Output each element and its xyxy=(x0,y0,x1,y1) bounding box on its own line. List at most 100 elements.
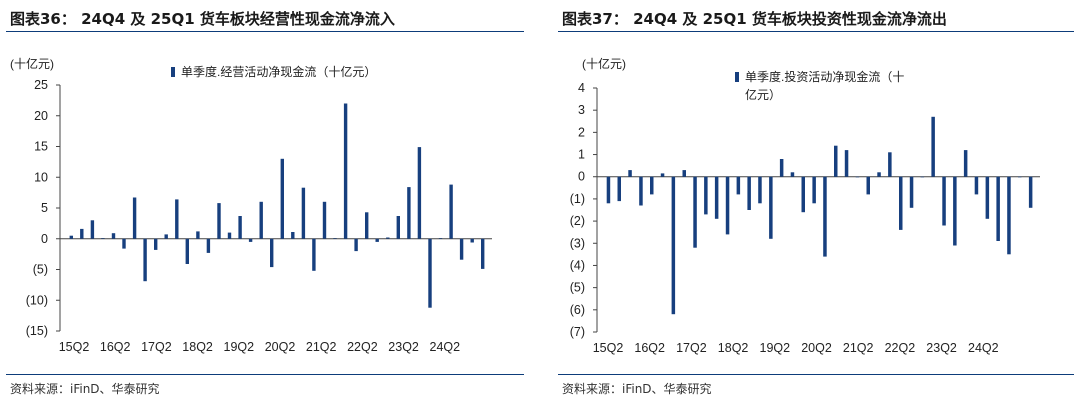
y-tick-label: 15 xyxy=(34,140,48,154)
x-tick-label: 19Q2 xyxy=(224,340,255,354)
bar xyxy=(227,232,232,239)
x-tick-label: 15Q2 xyxy=(593,341,624,355)
bar xyxy=(407,187,411,239)
y-tick-label: (15) xyxy=(26,324,48,338)
bar xyxy=(164,234,168,239)
bar xyxy=(996,176,1000,241)
bar xyxy=(650,176,654,195)
bar xyxy=(628,170,632,177)
bar xyxy=(714,176,719,219)
legend-label: 单季度.经营活动净现金流（十亿元） xyxy=(181,64,376,79)
axis-unit-label: (十亿元) xyxy=(10,56,54,71)
bar xyxy=(132,197,137,239)
bar xyxy=(154,238,158,250)
bar xyxy=(69,235,73,239)
bar xyxy=(639,176,643,206)
source-divider xyxy=(558,374,1074,375)
bar xyxy=(438,238,443,239)
bar xyxy=(270,238,274,268)
bar xyxy=(790,172,795,177)
investing-cashflow-chart: (十亿元) 单季度.投资活动净现金流（十亿元） 4 3 2 1 0 (1) (2) (3) (4) (… xyxy=(570,56,1040,355)
bar xyxy=(481,238,485,269)
y-tick-label: 0 xyxy=(41,232,48,246)
bar xyxy=(322,201,327,239)
bar xyxy=(1028,176,1033,208)
bar xyxy=(111,233,116,239)
bar xyxy=(343,103,348,239)
bar xyxy=(259,201,263,239)
bar xyxy=(736,176,741,195)
bar xyxy=(899,176,903,230)
bar xyxy=(280,158,284,239)
title-divider xyxy=(558,31,1074,32)
bar xyxy=(617,176,621,202)
legend-swatch xyxy=(735,72,739,82)
legend-swatch xyxy=(171,67,175,77)
legend-label: 亿元） xyxy=(745,87,781,102)
bar xyxy=(671,176,676,315)
y-tick-label: 2 xyxy=(578,125,585,139)
bar xyxy=(396,216,400,239)
bar xyxy=(758,176,762,204)
x-tick-label: 18Q2 xyxy=(718,341,749,355)
bar xyxy=(375,238,379,242)
bar xyxy=(974,176,979,195)
bar xyxy=(877,172,881,177)
bar xyxy=(185,238,189,264)
bar xyxy=(301,187,306,239)
bar xyxy=(953,176,957,246)
bar xyxy=(888,152,892,177)
bar xyxy=(1007,176,1011,255)
x-tick-label: 16Q2 xyxy=(100,340,131,354)
bar xyxy=(747,176,751,210)
bar xyxy=(175,199,179,239)
bar xyxy=(985,176,990,219)
y-tick-label: 4 xyxy=(578,81,585,95)
y-tick-label: 25 xyxy=(34,78,48,92)
x-tick-label: 20Q2 xyxy=(265,340,296,354)
x-tick-label: 23Q2 xyxy=(926,341,957,355)
bar xyxy=(365,212,369,239)
x-tick-label: 22Q2 xyxy=(347,340,378,354)
y-tick-label: 3 xyxy=(578,103,585,117)
bar xyxy=(660,173,665,177)
bar xyxy=(90,220,95,239)
bar xyxy=(238,216,242,239)
bar xyxy=(963,150,968,177)
y-tick-label: 5 xyxy=(41,201,48,215)
bar xyxy=(942,176,946,226)
bar xyxy=(196,231,200,239)
y-tick-label: 10 xyxy=(34,170,48,184)
bar xyxy=(779,159,784,177)
bar xyxy=(470,238,474,243)
bar xyxy=(693,176,697,248)
bar xyxy=(834,145,838,177)
legend-label: 单季度.投资活动净现金流（十 xyxy=(745,69,904,84)
figure-right: 图表37： 24Q4 及 25Q1 货车板块投资性现金流净流出 (十亿元) 单季度… xyxy=(552,0,1080,404)
source-divider xyxy=(6,374,524,375)
bar xyxy=(122,238,126,249)
y-tick-label: (7) xyxy=(570,325,585,339)
legend: 单季度.投资活动净现金流（十亿元） xyxy=(735,69,904,102)
y-tick-label: (5) xyxy=(33,263,48,277)
figure-title: 图表37： 24Q4 及 25Q1 货车板块投资性现金流净流出 xyxy=(562,10,947,28)
bar xyxy=(725,176,730,235)
bar xyxy=(428,238,432,308)
x-tick-label: 24Q2 xyxy=(968,341,999,355)
x-tick-label: 20Q2 xyxy=(801,341,832,355)
bar xyxy=(606,176,611,204)
bar xyxy=(386,237,390,239)
y-tick-label: (4) xyxy=(570,258,585,272)
bar xyxy=(354,238,358,252)
source-note: 资料来源：iFinD、华泰研究 xyxy=(562,382,712,396)
x-tick-label: 16Q2 xyxy=(634,341,665,355)
x-tick-label: 23Q2 xyxy=(388,340,419,354)
x-tick-label: 22Q2 xyxy=(885,341,916,355)
bar xyxy=(312,238,316,271)
y-tick-label: 1 xyxy=(578,148,585,162)
x-tick-label: 17Q2 xyxy=(676,341,707,355)
bar xyxy=(920,176,925,178)
y-tick-label: (3) xyxy=(570,236,585,250)
bar xyxy=(143,238,147,282)
bar xyxy=(769,176,773,239)
